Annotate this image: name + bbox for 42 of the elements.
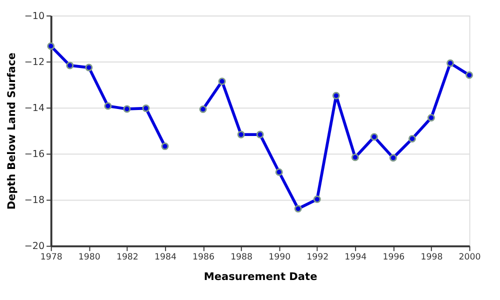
point <box>389 154 397 162</box>
y-tick-label: −20 <box>24 241 45 252</box>
y-tick-label: −16 <box>24 149 45 160</box>
y-tick-label: −10 <box>24 10 45 22</box>
point <box>313 196 321 204</box>
x-tick-label: 1998 <box>420 252 443 263</box>
point <box>275 168 283 176</box>
x-tick-label: 1984 <box>154 252 176 263</box>
y-axis-title: Depth Below Land Surface <box>6 52 18 210</box>
point <box>408 134 416 142</box>
x-axis-title: Measurement Date <box>204 270 318 283</box>
x-tick-label: 1994 <box>344 252 367 263</box>
point <box>294 204 302 212</box>
point <box>466 71 474 79</box>
y-tick-label: −14 <box>24 102 45 114</box>
x-tick-label: 1988 <box>230 252 253 263</box>
point <box>351 154 359 162</box>
point <box>370 133 378 141</box>
x-tick-label: 1986 <box>192 252 214 263</box>
point <box>142 104 150 112</box>
point <box>47 42 55 50</box>
point <box>199 105 207 113</box>
y-tick-label: −18 <box>24 195 45 206</box>
x-tick-label: 1982 <box>116 252 138 263</box>
point <box>66 62 74 70</box>
point <box>104 102 112 110</box>
x-tick-label: 1992 <box>306 252 329 263</box>
point <box>446 59 454 67</box>
point <box>123 105 131 113</box>
x-tick-label: 1978 <box>40 252 62 263</box>
x-tick-label: 1996 <box>382 252 405 263</box>
point <box>427 114 436 122</box>
point <box>256 130 264 138</box>
point <box>237 130 245 138</box>
point <box>85 64 93 72</box>
point <box>332 92 340 100</box>
x-tick-label: 1990 <box>268 252 291 263</box>
x-tick-label: 1980 <box>78 252 100 263</box>
point <box>218 78 226 86</box>
point <box>161 142 169 150</box>
y-tick-label: −12 <box>24 56 45 68</box>
x-tick-label: 2000 <box>458 252 481 263</box>
